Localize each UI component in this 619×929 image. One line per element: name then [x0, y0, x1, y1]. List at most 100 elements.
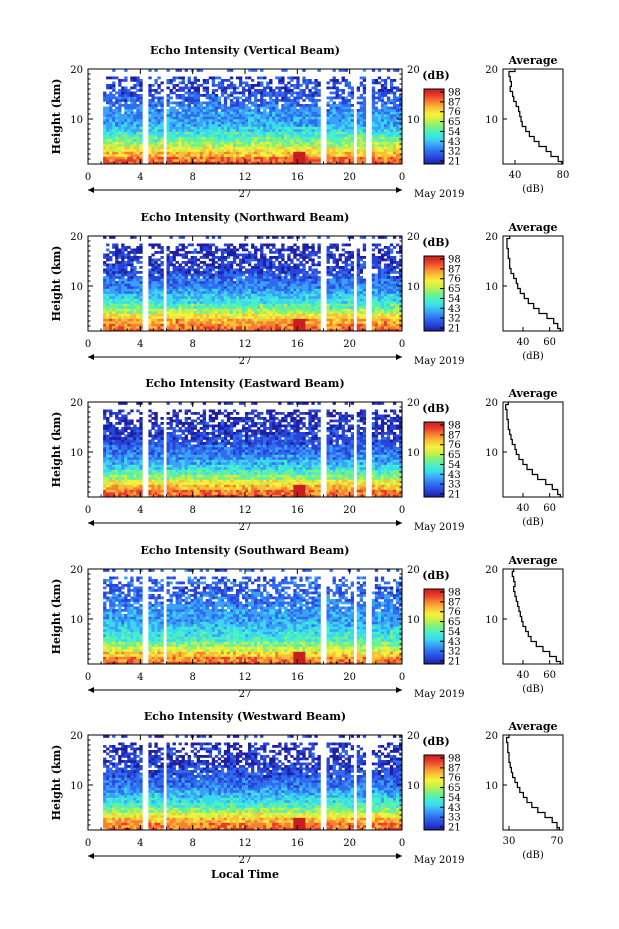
- heatmap-cell: [386, 91, 391, 95]
- heatmap-cell: [187, 303, 191, 307]
- heatmap-cell: [187, 298, 191, 302]
- y-tick-label: 20: [70, 65, 83, 76]
- heatmap-cell: [121, 243, 125, 247]
- heatmap-cell: [118, 253, 122, 257]
- heatmap-cell: [148, 293, 152, 297]
- heatmap-cell: [272, 91, 276, 95]
- heatmap-cell: [229, 296, 234, 299]
- heatmap-cell: [347, 149, 351, 152]
- heatmap-cell: [199, 159, 204, 162]
- heatmap-cell: [223, 121, 228, 125]
- heatmap-cell: [229, 248, 234, 252]
- heatmap-cell: [169, 109, 173, 112]
- heatmap-cell: [127, 253, 131, 257]
- heatmap-cell: [130, 86, 134, 90]
- heatmap-cell: [130, 286, 134, 289]
- heatmap-cell: [124, 124, 128, 127]
- heatmap-cell: [314, 156, 318, 160]
- heatmap-cell: [199, 308, 204, 312]
- heatmap-cell: [317, 129, 321, 132]
- heatmap-cell: [223, 316, 228, 319]
- heatmap-cell: [193, 276, 197, 279]
- heatmap-cell: [395, 159, 400, 162]
- heatmap-cell: [190, 286, 194, 289]
- heatmap-cell: [115, 119, 119, 122]
- heatmap-cell: [187, 308, 191, 312]
- heatmap-cell: [344, 96, 348, 100]
- heatmap-cell: [151, 303, 155, 307]
- heatmap-cell: [115, 139, 119, 142]
- heatmap-cell: [193, 114, 197, 117]
- heatmap-cell: [109, 258, 113, 262]
- colorbar: [423, 88, 445, 165]
- heatmap-cell: [272, 111, 276, 115]
- heatmap-cell: [154, 296, 158, 299]
- heatmap-cell: [302, 273, 306, 277]
- heatmap-cell: [272, 293, 276, 297]
- heatmap-cell: [208, 114, 213, 117]
- heatmap-cell: [151, 156, 155, 160]
- heatmap-cell: [166, 253, 170, 257]
- heatmap-cell: [127, 283, 131, 287]
- heatmap-cell: [245, 253, 249, 257]
- heatmap-cell: [148, 296, 152, 299]
- heatmap-cell: [281, 139, 285, 142]
- heatmap-cell: [187, 79, 191, 82]
- heatmap-cell: [238, 131, 243, 135]
- heatmap-cell: [175, 109, 179, 112]
- heatmap-cell: [103, 303, 107, 307]
- heatmap-cell: [374, 156, 379, 160]
- heatmap-cell: [260, 268, 264, 272]
- heatmap-cell: [208, 146, 213, 150]
- heatmap-cell: [311, 141, 315, 145]
- heatmap-cell: [290, 89, 294, 92]
- heatmap-cell: [341, 161, 345, 165]
- heatmap-cell: [281, 303, 285, 307]
- heatmap-cell: [190, 256, 194, 259]
- heatmap-cell: [238, 268, 243, 272]
- heatmap-cell: [241, 121, 246, 125]
- heatmap-cell: [154, 291, 158, 294]
- heatmap-cell: [223, 91, 228, 95]
- heatmap-cell: [118, 89, 122, 92]
- heatmap-cell: [241, 131, 246, 135]
- heatmap-cell: [308, 79, 312, 82]
- heatmap-cell: [181, 136, 185, 140]
- heatmap-cell: [205, 89, 210, 92]
- heatmap-cell: [344, 109, 348, 112]
- heatmap-cell: [263, 276, 267, 279]
- heatmap-cell: [251, 303, 255, 307]
- heatmap-cell: [347, 114, 351, 117]
- heatmap-cell: [205, 246, 210, 249]
- heatmap-cell: [112, 116, 116, 120]
- heatmap-cell: [362, 119, 367, 122]
- heatmap-cell: [389, 84, 394, 87]
- heatmap-cell: [326, 134, 330, 137]
- heatmap-cell: [214, 306, 219, 309]
- heatmap-cell: [184, 283, 188, 287]
- heatmap-cell: [229, 146, 234, 150]
- heatmap-cell: [175, 144, 179, 147]
- heatmap-cell: [386, 114, 391, 117]
- heatmap-cell: [169, 316, 173, 319]
- heatmap-cell: [269, 134, 273, 137]
- heatmap-cell: [238, 119, 243, 122]
- heatmap-cell: [190, 134, 194, 137]
- heatmap-cell: [181, 129, 185, 132]
- heatmap-cell: [106, 154, 110, 157]
- heatmap-cell: [347, 119, 351, 122]
- heatmap-cell: [226, 271, 231, 274]
- heatmap-cell: [112, 286, 116, 289]
- heatmap-cell: [380, 104, 385, 107]
- heatmap-cell: [199, 116, 204, 120]
- heatmap-cell: [211, 109, 216, 112]
- heatmap-cell: [296, 328, 300, 332]
- heatmap-cell: [121, 159, 125, 162]
- heatmap-cell: [121, 126, 125, 130]
- heatmap-cell: [130, 273, 134, 277]
- heatmap-cell: [257, 141, 261, 145]
- heatmap-cell: [266, 306, 270, 309]
- heatmap-cell: [106, 101, 110, 105]
- heatmap-cell: [169, 236, 173, 239]
- heatmap-cell: [398, 104, 403, 107]
